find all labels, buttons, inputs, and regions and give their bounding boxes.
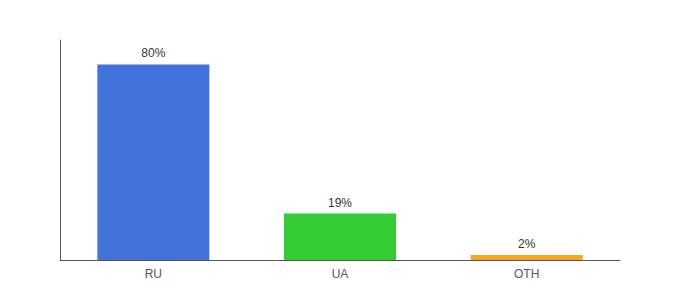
svg-text:UA: UA (332, 267, 349, 281)
svg-text:80%: 80% (141, 46, 165, 60)
svg-text:RU: RU (145, 267, 162, 281)
svg-text:2%: 2% (518, 237, 536, 251)
svg-text:OTH: OTH (514, 267, 539, 281)
svg-text:19%: 19% (328, 196, 352, 210)
